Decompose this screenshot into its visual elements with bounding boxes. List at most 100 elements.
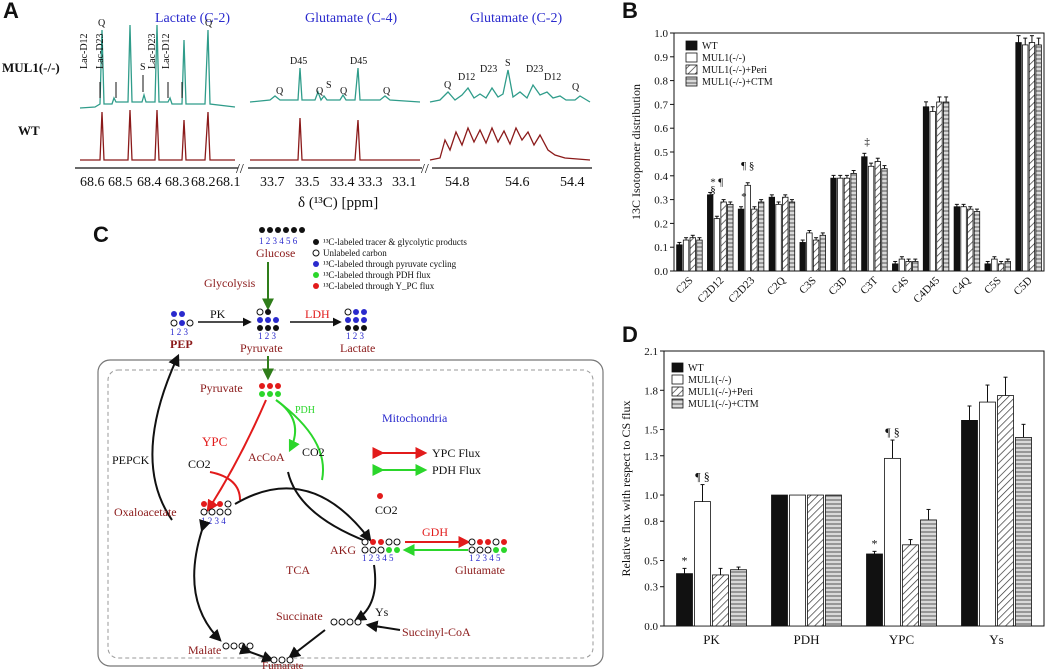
significance-mark: ¶ §: [741, 160, 754, 172]
co2-2-label: CO2: [302, 445, 325, 459]
bar-MUL1(-/-)+CTM: [727, 203, 734, 272]
category-label: PK: [703, 632, 720, 647]
y-tick-label: 0.5: [654, 147, 668, 159]
legend-tracer: ¹³C-labeled tracer & glycolytic products: [323, 237, 467, 247]
bar-WT: [861, 156, 868, 272]
panel-label-c: C: [93, 222, 109, 247]
row-label-wt: WT: [18, 123, 40, 138]
bar-MUL1(-/-)+CTM: [920, 519, 937, 627]
nmr-spectra: Lactate (C-2) Glutamate (C-4) Glutamate …: [2, 11, 592, 211]
bar-MUL1(-/-)+CTM: [757, 201, 765, 272]
malate-label: Malate: [188, 643, 221, 657]
tick-label: 54.8: [445, 175, 470, 190]
bar-WT: [676, 573, 693, 627]
significance-mark: §: [710, 184, 716, 196]
bar-WT: [707, 194, 714, 272]
header-glu2: Glutamate (C-2): [470, 11, 562, 26]
legend-label: WT: [702, 41, 718, 52]
bar-MUL1(-/-)+CTM: [819, 234, 826, 272]
bar-MUL1(-/-): [960, 206, 967, 272]
pk-label: PK: [210, 307, 226, 321]
header-lactate: Lactate (C-2): [155, 11, 230, 26]
glycolysis-label: Glycolysis: [204, 276, 256, 290]
bar-WT: [799, 242, 806, 272]
bar-MUL1(-/-)+Peri: [812, 239, 820, 272]
bar-MUL1(-/-): [837, 177, 844, 272]
ypc-label: YPC: [202, 434, 227, 449]
bar-MUL1(-/-)+CTM: [1035, 44, 1042, 272]
legend-ypc: ¹³C-labeled through Y_PC flux: [323, 281, 435, 291]
bar-MUL1(-/-)+Peri: [874, 161, 881, 272]
y-tick-label: 0.1: [654, 242, 668, 254]
y-tick-label: 1.3: [644, 451, 658, 463]
axis-break-2: //: [421, 162, 429, 177]
legend-swatch: [671, 374, 684, 385]
bar-MUL1(-/-)+CTM: [942, 101, 950, 272]
bar-MUL1(-/-)+Peri: [997, 263, 1005, 272]
legend-swatch: [671, 398, 684, 409]
bar-MUL1(-/-)+Peri: [905, 261, 912, 272]
y-tick-label: 1.0: [644, 490, 658, 502]
legend-label: MUL1(-/-)+CTM: [702, 77, 773, 88]
legend-swatch: [685, 64, 698, 75]
bar-MUL1(-/-)+Peri: [997, 395, 1014, 627]
legend-swatch: [671, 362, 684, 373]
bar-MUL1(-/-)+Peri: [807, 494, 824, 627]
tick-label: 68.2: [191, 175, 216, 190]
bar-MUL1(-/-): [979, 401, 996, 627]
category-label: C5S: [982, 275, 1004, 297]
peak-label: D45: [350, 56, 367, 67]
co2-1-label: CO2: [188, 457, 211, 471]
akg-numbers: 1 2 3 4 5: [362, 553, 394, 563]
spectrum-mul1-lactate: [79, 24, 236, 109]
spectrum-mul1-glu4: [249, 67, 421, 103]
row-label-mul1: MUL1(-/-): [2, 60, 60, 75]
panel-label-d: D: [622, 322, 638, 347]
category-label: C2D23: [726, 274, 757, 305]
header-glu4: Glutamate (C-4): [305, 11, 397, 26]
bar-MUL1(-/-)+CTM: [788, 201, 796, 272]
tick-label: 33.5: [295, 175, 320, 190]
y-tick-label: 0.3: [644, 582, 658, 594]
y-tick-label: 0.4: [654, 171, 668, 183]
bar-MUL1(-/-)+Peri: [1028, 42, 1036, 272]
bar-MUL1(-/-): [682, 239, 690, 272]
pyruvate-top-label: Pyruvate: [240, 341, 283, 355]
glucose-carbons: [259, 227, 305, 233]
glucose-numbers: 1 2 3 4 5 6: [259, 236, 298, 246]
tick-label: 33.1: [392, 175, 417, 190]
peak-label: Lac-D23: [147, 33, 158, 69]
bar-MUL1(-/-)+Peri: [843, 177, 851, 272]
significance-mark: ¶: [718, 177, 723, 189]
bar-MUL1(-/-): [991, 258, 998, 272]
bar-WT: [768, 196, 776, 272]
significance-mark: *: [872, 536, 878, 550]
peak-label: D12: [544, 72, 561, 83]
y-tick-label: 1.0: [654, 28, 668, 40]
bar-WT: [984, 263, 991, 272]
panel-label-a: A: [3, 0, 19, 23]
bar-MUL1(-/-): [929, 111, 936, 272]
co2-3-label: CO2: [375, 503, 398, 517]
bar-WT: [676, 244, 683, 272]
bar-MUL1(-/-)+Peri: [689, 237, 696, 272]
significance-mark: ‡: [864, 136, 870, 148]
pep-label: PEP: [170, 337, 193, 351]
bar-WT: [1015, 42, 1022, 272]
flux-bar-chart: 0.0 0.3 0.5 0.8 1.0 1.3 1.5 1.8 2.1 Relative flux…: [619, 346, 1045, 647]
category-label: C4S: [889, 275, 911, 297]
peak-label: D45: [290, 56, 307, 67]
acoa-label: AcCoA: [248, 450, 285, 464]
legend-label: WT: [688, 363, 704, 374]
category-label: C3T: [858, 274, 881, 297]
glutamate-label: Glutamate: [455, 563, 505, 577]
y-axis-label: 13C Isotopomer distribution: [629, 84, 643, 220]
peak-label: S: [505, 58, 511, 69]
bar-WT: [922, 106, 930, 272]
bar-WT: [830, 177, 837, 272]
bar-MUL1(-/-)+Peri: [751, 208, 758, 272]
tick-label: 68.5: [108, 175, 133, 190]
peak-label: Lac-D23: [95, 33, 106, 69]
peak-label: Q: [316, 86, 324, 97]
pdh-label: PDH: [295, 405, 315, 416]
